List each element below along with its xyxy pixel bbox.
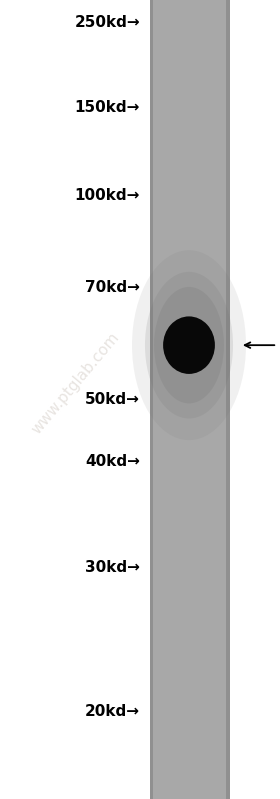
Bar <box>150 0 230 799</box>
Text: 250kd→: 250kd→ <box>74 15 140 30</box>
Text: www.ptglab.com: www.ptglab.com <box>29 330 122 437</box>
Text: 50kd→: 50kd→ <box>85 392 140 407</box>
Ellipse shape <box>163 316 215 374</box>
Text: 100kd→: 100kd→ <box>75 189 140 203</box>
Ellipse shape <box>145 272 233 419</box>
Text: 40kd→: 40kd→ <box>85 455 140 469</box>
Bar <box>226 0 230 799</box>
Text: 150kd→: 150kd→ <box>75 101 140 115</box>
Bar <box>150 0 153 799</box>
Text: 20kd→: 20kd→ <box>85 704 140 718</box>
Text: 70kd→: 70kd→ <box>85 280 140 295</box>
Text: 30kd→: 30kd→ <box>85 560 140 574</box>
Ellipse shape <box>132 250 246 440</box>
Ellipse shape <box>154 287 224 403</box>
